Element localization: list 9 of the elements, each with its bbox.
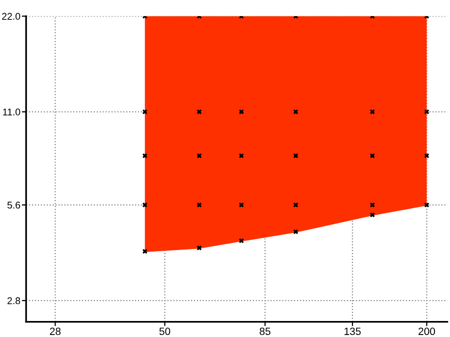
y-tick-label: 11.0 xyxy=(3,108,20,116)
x-tick-label: 200 xyxy=(418,328,436,336)
y-tick-label: 2.8 xyxy=(8,297,20,304)
y-tick-label: 5.6 xyxy=(7,202,20,209)
x-tick-label: 85 xyxy=(260,328,270,336)
y-tick-label: 22.0 xyxy=(2,12,20,20)
x-tick-label: 50 xyxy=(159,328,170,336)
x-tick-label: 28 xyxy=(50,328,61,336)
x-tick-label: 135 xyxy=(344,328,361,336)
